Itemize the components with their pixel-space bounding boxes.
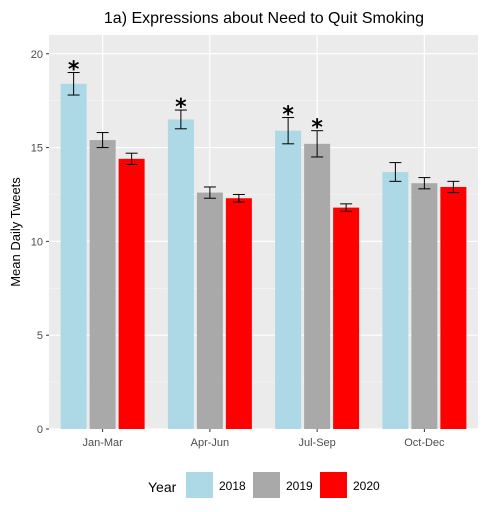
significance-star: * [282, 103, 294, 128]
significance-star: * [175, 95, 187, 120]
bar [167, 119, 194, 429]
y-tick-label: 0 [37, 424, 43, 436]
significance-star: * [311, 116, 323, 141]
legend-key [253, 472, 280, 498]
bar [225, 198, 252, 429]
x-tick-label: Oct-Dec [404, 437, 445, 449]
bars [60, 83, 467, 430]
bar [60, 83, 87, 430]
bar [304, 143, 331, 430]
chart-title: 1a) Expressions about Need to Quit Smoki… [104, 10, 424, 27]
legend-label: 2020 [353, 479, 380, 493]
bar [382, 171, 409, 429]
x-tick-label: Apr-Jun [191, 437, 230, 449]
legend-key [186, 472, 213, 498]
y-tick-label: 10 [31, 236, 43, 248]
y-tick-label: 5 [37, 330, 43, 342]
y-tick-label: 20 [31, 49, 43, 61]
x-tick-label: Jan-Mar [82, 437, 123, 449]
bar [196, 192, 223, 429]
x-axis-ticks: Jan-Mar Apr-Jun Jul-Sep Oct-Dec [82, 429, 445, 449]
legend: Year 2018 2019 2020 [148, 472, 380, 498]
bar [275, 130, 302, 429]
bar [118, 158, 145, 430]
bar [411, 183, 438, 429]
significance-markers: * * * * [68, 58, 324, 141]
y-axis-ticks: 0 5 10 15 20 [31, 49, 49, 436]
legend-label: 2019 [286, 479, 313, 493]
legend-key [320, 472, 347, 498]
y-axis-label: Mean Daily Tweets [8, 177, 23, 287]
x-tick-label: Jul-Sep [298, 437, 335, 449]
significance-star: * [68, 58, 80, 83]
bar [89, 140, 116, 430]
y-tick-label: 15 [31, 143, 43, 155]
bar [440, 186, 467, 429]
bar [333, 207, 360, 429]
error-bars [67, 72, 460, 212]
legend-title: Year [148, 479, 177, 495]
legend-label: 2018 [219, 479, 246, 493]
